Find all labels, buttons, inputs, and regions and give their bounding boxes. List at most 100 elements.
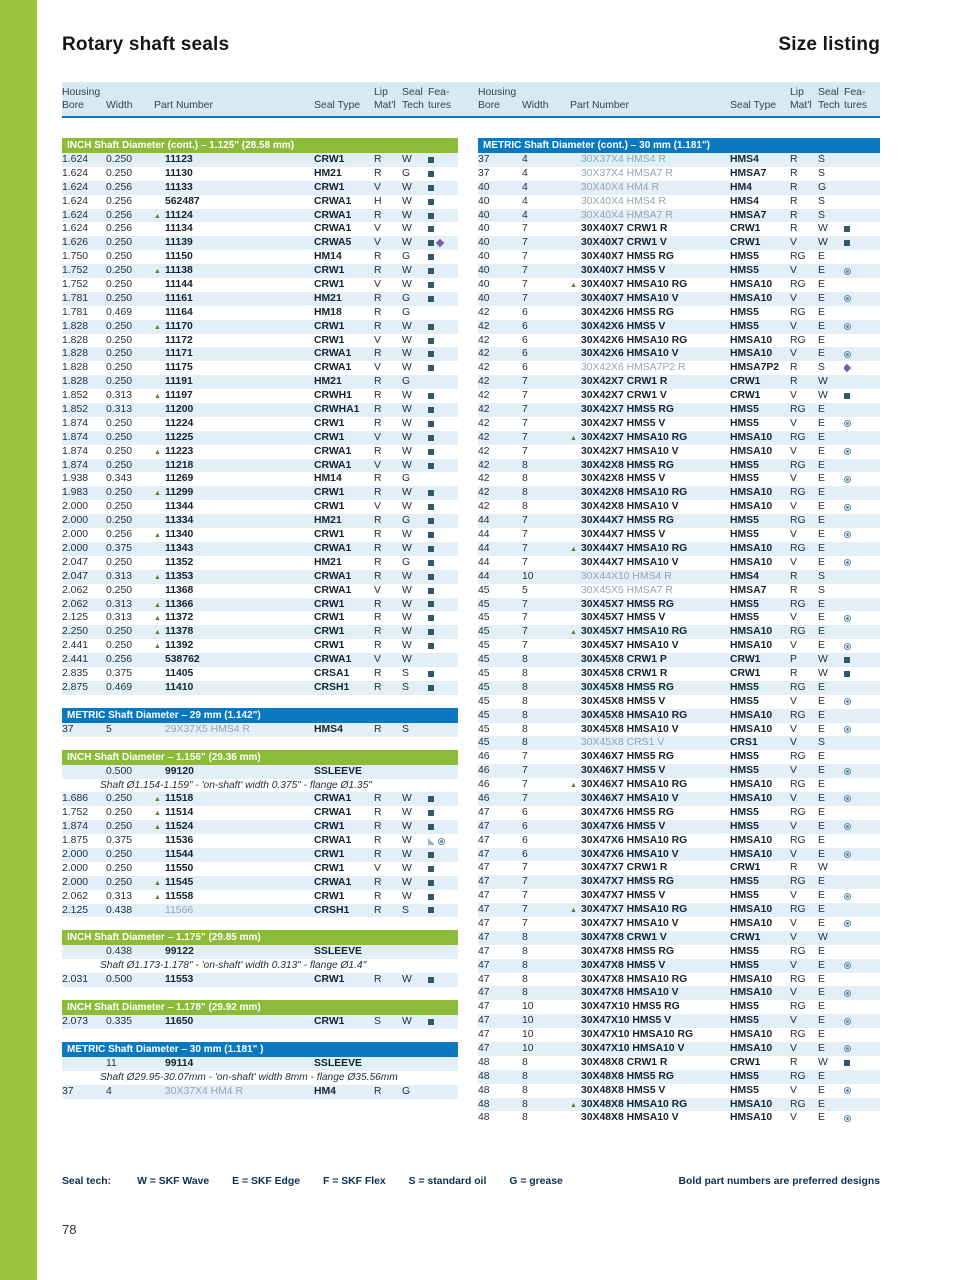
triangle-spacer: [570, 168, 581, 181]
features-cell: [428, 250, 458, 264]
features-cell: [428, 195, 458, 209]
triangle-spacer: [154, 654, 165, 667]
width-cell: 7: [522, 237, 528, 249]
width-cell: 7: [522, 376, 528, 388]
part-cell: ▲ 30X45X7 HMSA10 RG: [570, 625, 730, 639]
part-number: 11130: [165, 167, 193, 179]
part-number: 11123: [165, 154, 193, 165]
table-row: 2.047 0.250 11352 HM21 R G: [62, 556, 458, 570]
part-cell: 30X45X5 HMSA7 R: [570, 584, 730, 598]
lip-material-cell: V: [790, 556, 797, 568]
lip-material-cell: R: [790, 667, 798, 679]
seal-type-cell: HMSA10: [730, 445, 773, 457]
lip-material-cell: R: [790, 584, 798, 596]
part-cell: 11405: [154, 667, 314, 681]
seal-type-cell: HMSA10: [730, 348, 773, 360]
ring-feature-icon: [844, 614, 851, 622]
seal-tech-cell: E: [818, 1029, 825, 1041]
part-cell: 30X42X8 HMSA10 RG: [570, 486, 730, 500]
seal-tech-cell: W: [402, 598, 412, 610]
part-number: 11344: [165, 501, 194, 513]
part-number: 11550: [165, 862, 194, 874]
square-feature-icon: [428, 684, 434, 691]
seal-type-cell: HM21: [314, 292, 342, 304]
triangle-spacer: [570, 390, 581, 403]
seal-type-cell: CRW1: [314, 640, 345, 652]
table-row: 1.624 0.250 11130 HM21 R G: [62, 167, 458, 181]
lip-material-cell: R: [374, 793, 382, 805]
bore-cell: 2.073: [62, 1016, 89, 1028]
part-cell: 11130: [154, 167, 314, 181]
triangle-spacer: [570, 932, 581, 945]
width-cell: 8: [522, 681, 528, 693]
table-row: 45 8 30X45X8 CRW1 P CRW1 P W: [478, 653, 880, 667]
square-feature-icon: [428, 824, 434, 831]
seal-tech-cell: E: [818, 987, 825, 999]
seal-type-cell: HMSA10: [730, 626, 773, 638]
seal-type-cell: CRW1: [314, 529, 345, 541]
features-cell: [428, 278, 458, 292]
features-cell: [844, 723, 880, 737]
width-cell: 7: [522, 223, 528, 235]
seal-tech-cell: E: [818, 779, 825, 791]
seal-type-cell: CRWA1: [314, 195, 352, 207]
part-cell: 11352: [154, 556, 314, 570]
width-cell: 0.250: [106, 626, 133, 638]
width-cell: 8: [522, 459, 528, 471]
seal-tech-cell: W: [402, 890, 412, 902]
table-row: 1.828 0.250 11191 HM21 R G: [62, 375, 458, 390]
part-number-header: Part Number: [570, 100, 629, 111]
bore-cell: 47: [478, 862, 490, 874]
table-row: 48 8 ▲ 30X48X8 HMSA10 RG HMSA10 RG E: [478, 1097, 880, 1112]
seal-type-cell: HMSA10: [730, 556, 773, 568]
part-cell: ▲ 11138: [154, 264, 314, 278]
width-cell: 6: [522, 848, 528, 860]
ring-feature-icon: [438, 837, 445, 845]
table-row: 47 6 30X47X6 HMS5 V HMS5 V E: [478, 819, 880, 834]
triangle-spacer: [154, 307, 165, 320]
seal-type-cell: HM14: [314, 251, 342, 263]
triangle-spacer: [570, 835, 581, 848]
diamond-feature-icon: [844, 364, 852, 373]
seal-type-cell: HMS5: [730, 612, 759, 624]
seal-type-cell: CRW1: [730, 223, 761, 235]
seal-tech-cell: W: [402, 279, 412, 291]
lip-material-cell: R: [374, 306, 382, 318]
features-cell: [428, 445, 458, 459]
table-row: 1.624 0.256 11133 CRW1 V W: [62, 180, 458, 195]
width-cell: 0.256: [106, 209, 133, 221]
features-cell: [844, 861, 880, 875]
seal-type-cell: CRW1: [314, 431, 345, 443]
square-feature-icon: [428, 226, 434, 233]
part-cell: ▲ 11392: [154, 639, 314, 653]
part-number: 30X45X5 HMSA7 R: [581, 584, 673, 596]
bore-cell: 47: [478, 1001, 490, 1013]
triangle-spacer: [570, 793, 581, 806]
part-cell: 11410: [154, 681, 314, 695]
seal-tech-cell: E: [818, 959, 825, 971]
table-row: 47 10 30X47X10 HMSA10 V HMSA10 V E: [478, 1042, 880, 1056]
bore-cell: 47: [478, 834, 490, 846]
bore-cell: 47: [478, 820, 490, 832]
seal-tech-cell: W: [402, 807, 412, 819]
seal-type-cell: HMSA10: [730, 334, 773, 346]
part-number: 30X44X10 HMS4 R: [581, 570, 672, 582]
part-number: 11144: [165, 279, 193, 291]
width-cell: 0.313: [106, 404, 133, 416]
features-cell: [428, 528, 458, 542]
width-cell: 0.250: [106, 334, 133, 346]
seal-type-cell: HM21: [314, 556, 342, 568]
triangle-spacer: [154, 585, 165, 598]
part-number: 30X45X8 CRW1 R: [581, 667, 668, 679]
part-number: 11218: [165, 459, 194, 471]
width-cell: 10: [522, 1029, 534, 1041]
bore-cell: 2.125: [62, 904, 89, 916]
lip-material-cell: V: [790, 612, 797, 624]
part-number: 30X40X7 HMSA10 RG: [581, 279, 688, 291]
section-header: INCH Shaft Diameter (cont.) – 1.125" (28…: [62, 138, 458, 153]
width-cell: 6: [522, 362, 528, 374]
part-cell: 30X40X7 CRW1 R: [570, 222, 730, 236]
lip-material-cell: RG: [790, 973, 806, 985]
bore-cell: 2.875: [62, 681, 89, 693]
part-cell: 30X47X7 HMS5 V: [570, 889, 730, 903]
